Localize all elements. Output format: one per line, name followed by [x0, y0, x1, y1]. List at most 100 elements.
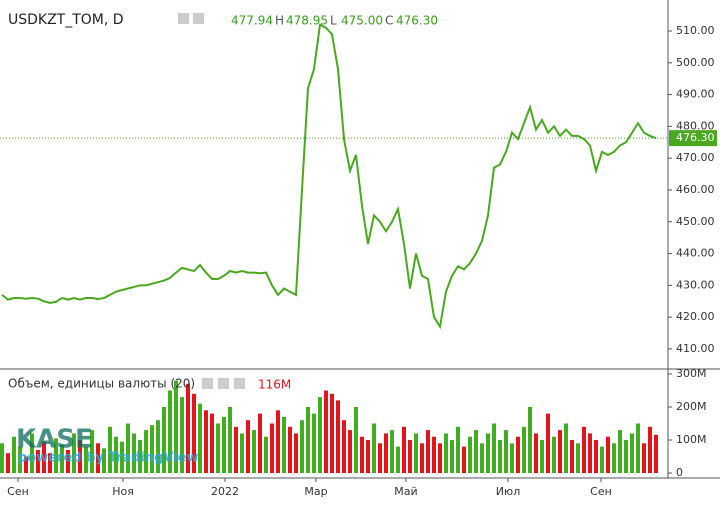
- volume-bar: [605, 436, 610, 474]
- volume-bar: [317, 397, 322, 474]
- volume-bar: [191, 393, 196, 474]
- x-tick-label: Сен: [590, 485, 612, 498]
- volume-bar: [89, 430, 94, 474]
- volume-bar: [509, 443, 514, 474]
- volume-bar: [503, 430, 508, 474]
- volume-bar: [443, 433, 448, 474]
- volume-bar: [497, 440, 502, 474]
- volume-bar: [275, 410, 280, 474]
- volume-bar: [137, 440, 142, 474]
- volume-bar: [401, 426, 406, 474]
- volume-bar: [311, 413, 316, 474]
- volume-bar: [653, 434, 658, 474]
- icon-eye[interactable]: [202, 378, 213, 389]
- volume-bar: [587, 433, 592, 474]
- volume-bar: [599, 446, 604, 474]
- volume-bar: [11, 436, 16, 474]
- y-tick-label: 410.00: [676, 342, 715, 355]
- x-tick-label: 2022: [211, 485, 239, 498]
- volume-bar: [263, 436, 268, 474]
- volume-bar: [53, 438, 58, 474]
- volume-bar: [227, 406, 232, 474]
- volume-bar: [521, 426, 526, 474]
- y-tick-label: 510.00: [676, 24, 715, 37]
- y2-tick-label: 200M: [676, 400, 707, 413]
- volume-bar: [17, 446, 22, 474]
- volume-bar: [257, 413, 262, 474]
- volume-bar: [467, 436, 472, 474]
- volume-bar: [113, 436, 118, 474]
- volume-bar: [119, 441, 124, 474]
- volume-bar: [551, 436, 556, 474]
- y-tick-label: 500.00: [676, 56, 715, 69]
- ohlc-key: H: [275, 14, 284, 28]
- volume-bar: [461, 446, 466, 474]
- volume-bar: [389, 430, 394, 474]
- volume-bar: [365, 440, 370, 474]
- volume-bar: [41, 441, 46, 474]
- volume-bar: [281, 416, 286, 474]
- ohlc-value: 478.95: [286, 14, 328, 28]
- volume-bar: [593, 440, 598, 474]
- y-tick-label: 490.00: [676, 88, 715, 101]
- volume-bar: [305, 406, 310, 474]
- volume-bar: [413, 433, 418, 474]
- icon-settings[interactable]: [218, 378, 229, 389]
- watermark-text: powered by TradingView: [18, 451, 199, 466]
- volume-bar: [239, 433, 244, 474]
- volume-bar: [323, 390, 328, 474]
- volume-bar: [83, 446, 88, 474]
- y-tick-label: 460.00: [676, 183, 715, 196]
- icon-settings[interactable]: [193, 13, 204, 24]
- volume-bar: [485, 433, 490, 474]
- y-tick-label: 480.00: [676, 119, 715, 132]
- volume-bar: [629, 433, 634, 474]
- volume-bar: [539, 440, 544, 474]
- icon-close[interactable]: [234, 378, 245, 389]
- volume-bar: [233, 426, 238, 474]
- volume-bar: [617, 430, 622, 474]
- volume-bar: [533, 433, 538, 474]
- y-tick-label: 470.00: [676, 151, 715, 164]
- volume-bar: [407, 440, 412, 474]
- volume-bar: [47, 453, 52, 474]
- volume-bar: [395, 446, 400, 474]
- volume-bar: [437, 443, 442, 474]
- y-tick-label: 440.00: [676, 247, 715, 260]
- volume-bar: [491, 423, 496, 474]
- volume-bar: [383, 433, 388, 474]
- volume-bar: [173, 380, 178, 474]
- volume-bar: [143, 430, 148, 474]
- ohlc-key: L: [330, 14, 337, 28]
- volume-bar: [209, 413, 214, 474]
- volume-bar: [215, 423, 220, 474]
- ohlc-value: 476.30: [396, 14, 438, 28]
- volume-bar: [245, 420, 250, 474]
- volume-bar: [251, 430, 256, 474]
- volume-bar: [635, 423, 640, 474]
- chart-title: USDKZT_TOM, D: [8, 12, 124, 28]
- volume-bar: [341, 420, 346, 474]
- price-line: [1, 23, 657, 330]
- x-tick-label: Май: [394, 485, 417, 498]
- volume-bar: [449, 440, 454, 474]
- volume-bar: [179, 397, 184, 474]
- volume-bar: [647, 426, 652, 474]
- icon-eye[interactable]: [178, 13, 189, 24]
- volume-bar: [353, 406, 358, 474]
- volume-bar: [221, 416, 226, 474]
- volume-bar: [203, 410, 208, 474]
- volume-bar: [107, 426, 112, 474]
- volume-bar: [269, 423, 274, 474]
- volume-bar: [155, 420, 160, 474]
- watermark-logo: KASE: [16, 425, 93, 455]
- volume-bar: [431, 436, 436, 474]
- last-price-label: 476.30: [676, 131, 715, 144]
- y-tick-label: 430.00: [676, 278, 715, 291]
- volume-bar: [569, 440, 574, 474]
- volume-bar: [611, 443, 616, 474]
- volume-bar: [101, 448, 106, 474]
- volume-bar: [473, 430, 478, 474]
- volume-bar: [641, 443, 646, 474]
